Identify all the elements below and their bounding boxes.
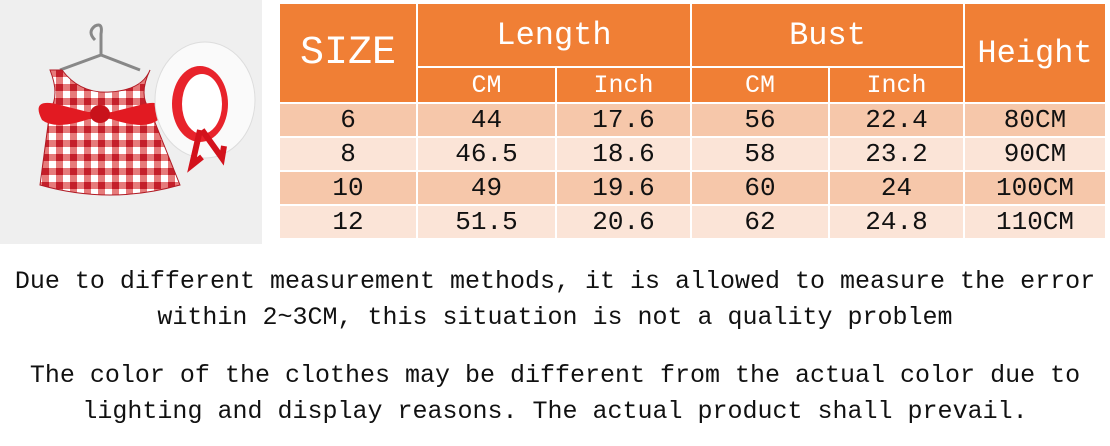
table-cell: 90CM <box>963 136 1107 172</box>
table-cell: 49 <box>416 170 557 206</box>
table-row: 6 44 17.6 56 22.4 80CM <box>278 102 1107 138</box>
table-cell: 51.5 <box>416 204 557 240</box>
size-table: SIZE Length Bust Height CM Inch CM Inch … <box>278 2 1107 240</box>
header-cell: Height <box>963 2 1107 104</box>
table-cell: 20.6 <box>555 204 692 240</box>
table-row: 12 51.5 20.6 62 24.8 110CM <box>278 204 1107 240</box>
subheader-cell: CM <box>690 66 830 104</box>
note-line: The color of the clothes may be differen… <box>29 361 1081 390</box>
table-cell: 100CM <box>963 170 1107 206</box>
note-paragraph: The color of the clothes may be differen… <box>0 358 1110 430</box>
subheader-cell: Inch <box>555 66 692 104</box>
table-cell: 10 <box>278 170 418 206</box>
header-cell: SIZE <box>278 2 418 104</box>
table-cell: 60 <box>690 170 830 206</box>
subheader-cell: CM <box>416 66 557 104</box>
table-cell: 24.8 <box>828 204 965 240</box>
table-cell: 46.5 <box>416 136 557 172</box>
table-cell: 23.2 <box>828 136 965 172</box>
product-photo <box>0 0 262 244</box>
table-cell: 8 <box>278 136 418 172</box>
table-cell: 62 <box>690 204 830 240</box>
table-cell: 19.6 <box>555 170 692 206</box>
table-cell: 58 <box>690 136 830 172</box>
table-row: 8 46.5 18.6 58 23.2 90CM <box>278 136 1107 172</box>
table-cell: 80CM <box>963 102 1107 138</box>
table-cell: 18.6 <box>555 136 692 172</box>
table-body: 6 44 17.6 56 22.4 80CM 8 46.5 18.6 58 23.2 90CM 10 49… <box>278 102 1107 240</box>
table-row: 10 49 19.6 60 24 100CM <box>278 170 1107 206</box>
table-cell: 110CM <box>963 204 1107 240</box>
header-cell: Length <box>416 2 692 68</box>
table-cell: 44 <box>416 102 557 138</box>
table-cell: 22.4 <box>828 102 965 138</box>
table-cell: 6 <box>278 102 418 138</box>
table-cell: 12 <box>278 204 418 240</box>
table-cell: 24 <box>828 170 965 206</box>
header-cell: Bust <box>690 2 965 68</box>
note-paragraph: Due to different measurement methods, it… <box>0 264 1110 336</box>
note-line: within 2~3CM, this situation is not a qu… <box>157 303 953 332</box>
note-line: Due to different measurement methods, it… <box>14 267 1096 296</box>
table-cell: 17.6 <box>555 102 692 138</box>
note-line: lighting and display reasons. The actual… <box>82 397 1028 426</box>
table-cell: 56 <box>690 102 830 138</box>
subheader-cell: Inch <box>828 66 965 104</box>
